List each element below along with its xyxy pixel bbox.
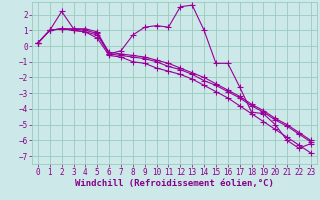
X-axis label: Windchill (Refroidissement éolien,°C): Windchill (Refroidissement éolien,°C)	[75, 179, 274, 188]
